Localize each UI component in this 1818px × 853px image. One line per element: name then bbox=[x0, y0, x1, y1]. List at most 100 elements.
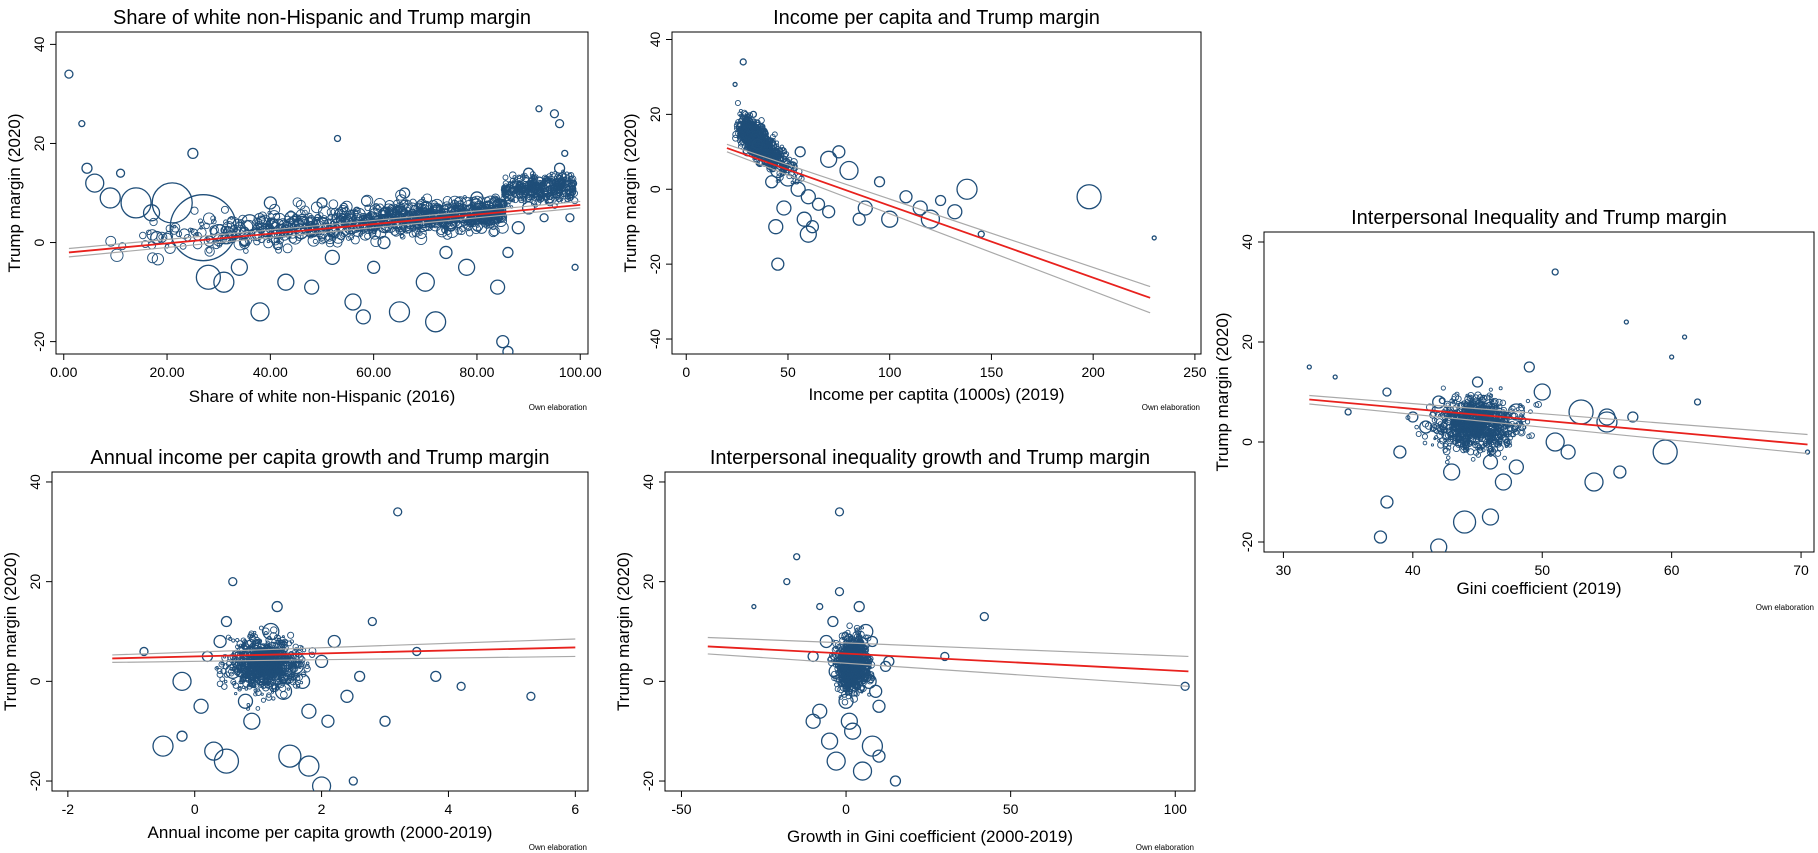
data-point bbox=[250, 302, 270, 322]
data-point bbox=[270, 626, 278, 634]
data-point bbox=[554, 118, 565, 129]
data-point bbox=[1467, 404, 1473, 410]
data-point bbox=[231, 638, 236, 643]
data-point bbox=[747, 131, 754, 138]
data-point bbox=[851, 683, 856, 688]
data-point bbox=[425, 207, 432, 214]
data-point bbox=[780, 155, 788, 163]
data-point bbox=[78, 119, 86, 128]
data-point bbox=[292, 643, 299, 651]
data-point bbox=[846, 687, 850, 691]
y-axis-label: Trump margin (2020) bbox=[621, 113, 640, 272]
data-point bbox=[286, 234, 292, 240]
data-point bbox=[755, 124, 759, 128]
data-point bbox=[769, 137, 775, 143]
source-note: Own elaboration bbox=[1136, 843, 1194, 852]
data-point bbox=[271, 696, 276, 701]
data-point bbox=[856, 644, 861, 649]
data-point bbox=[543, 192, 555, 204]
data-point bbox=[345, 214, 357, 226]
data-point bbox=[255, 687, 261, 693]
data-point bbox=[553, 162, 566, 174]
data-point bbox=[843, 635, 851, 642]
data-point bbox=[282, 243, 293, 254]
data-point bbox=[979, 611, 989, 622]
data-point bbox=[739, 58, 747, 66]
chart-title: Share of white non-Hispanic and Trump ma… bbox=[113, 7, 531, 29]
data-point bbox=[237, 687, 242, 692]
data-point bbox=[540, 198, 544, 202]
data-point bbox=[855, 679, 859, 683]
data-point bbox=[324, 249, 340, 266]
data-point bbox=[235, 644, 240, 650]
data-point bbox=[176, 730, 188, 742]
data-point bbox=[805, 220, 820, 234]
data-point bbox=[361, 194, 374, 207]
data-point bbox=[457, 210, 466, 218]
x-tick-label: 150 bbox=[980, 364, 1004, 380]
x-tick-label: 80.00 bbox=[459, 364, 494, 380]
data-point bbox=[855, 654, 870, 669]
data-point bbox=[530, 182, 535, 187]
data-point bbox=[554, 200, 560, 205]
data-point bbox=[266, 239, 271, 244]
data-point bbox=[267, 665, 273, 670]
data-point bbox=[849, 656, 854, 661]
data-point bbox=[336, 210, 343, 217]
data-point bbox=[151, 253, 165, 266]
data-point bbox=[335, 216, 346, 227]
fit-line bbox=[707, 645, 1189, 673]
data-point bbox=[257, 236, 265, 244]
data-point bbox=[732, 134, 740, 142]
data-point bbox=[843, 722, 862, 740]
confidence-band-line bbox=[68, 207, 581, 258]
y-tick-label: 40 bbox=[31, 36, 47, 52]
data-point bbox=[271, 600, 283, 613]
data-point bbox=[254, 677, 259, 682]
data-point bbox=[489, 225, 500, 237]
data-point bbox=[278, 744, 302, 768]
data-point bbox=[1076, 184, 1102, 210]
data-point bbox=[769, 133, 776, 140]
data-point bbox=[318, 237, 326, 245]
data-point bbox=[511, 221, 525, 235]
data-point bbox=[852, 761, 873, 781]
data-point bbox=[734, 121, 739, 126]
data-point bbox=[312, 238, 318, 244]
data-point bbox=[868, 666, 872, 670]
data-point bbox=[488, 227, 499, 238]
data-point bbox=[737, 111, 743, 117]
data-point bbox=[230, 679, 237, 685]
data-point bbox=[267, 660, 273, 666]
x-tick-label: 100.00 bbox=[559, 364, 602, 380]
data-point bbox=[934, 194, 947, 207]
data-point bbox=[912, 200, 928, 216]
data-point bbox=[220, 205, 229, 214]
data-point bbox=[746, 117, 751, 122]
data-point bbox=[494, 204, 501, 211]
y-tick-label: 20 bbox=[31, 135, 47, 151]
data-point bbox=[861, 673, 877, 689]
y-tick-label: 0 bbox=[27, 677, 43, 685]
data-point bbox=[240, 662, 244, 666]
data-point bbox=[511, 198, 516, 203]
data-point bbox=[872, 699, 886, 713]
data-point bbox=[873, 176, 886, 188]
data-point bbox=[147, 252, 158, 264]
data-point bbox=[251, 641, 259, 649]
data-point bbox=[837, 653, 843, 659]
data-point bbox=[539, 213, 549, 223]
data-point bbox=[99, 187, 121, 209]
data-point bbox=[747, 136, 754, 142]
data-point bbox=[522, 167, 535, 179]
data-point bbox=[393, 507, 403, 517]
source-note: Own elaboration bbox=[529, 843, 587, 852]
points-layer bbox=[1306, 268, 1811, 552]
data-point bbox=[359, 228, 372, 241]
data-point bbox=[257, 211, 268, 221]
data-point bbox=[252, 630, 257, 635]
confidence-band-line bbox=[726, 151, 1151, 314]
data-point bbox=[820, 732, 839, 750]
data-point bbox=[1485, 430, 1491, 436]
